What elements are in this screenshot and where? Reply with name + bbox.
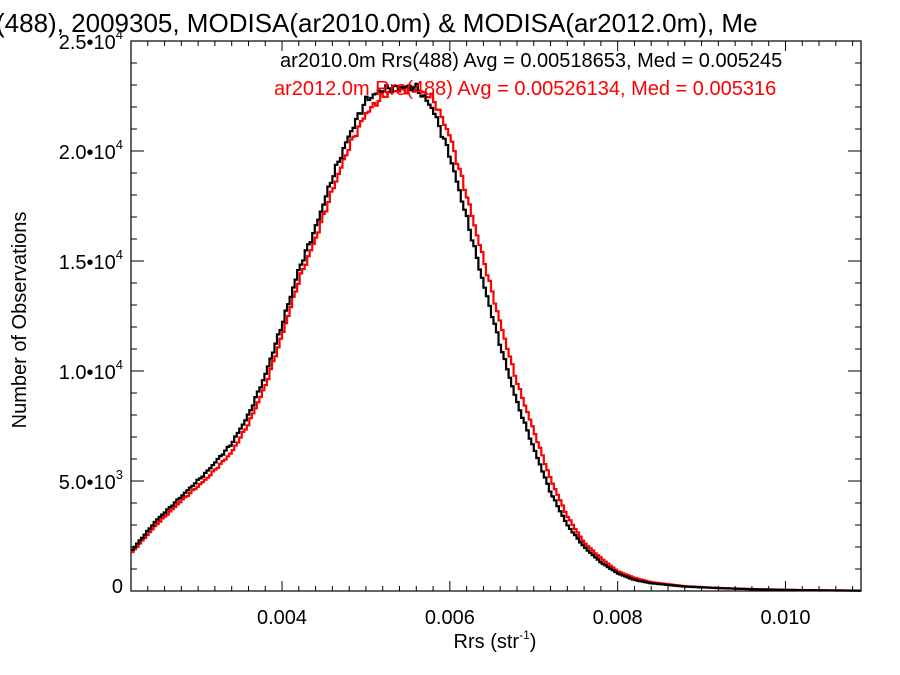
x-axis-label-superscript: -1 <box>519 628 530 642</box>
y-tick-mantissa: 1.0•10 <box>59 362 116 384</box>
x-axis-label: Rrs (str-1) <box>454 628 537 653</box>
y-tick-exponent: 4 <box>116 357 123 372</box>
y-tick-label: 1.0•104 <box>59 357 123 384</box>
y-axis-label: Number of Observations <box>9 212 31 429</box>
y-tick-exponent: 4 <box>116 247 123 262</box>
y-tick-mantissa: 1.5•10 <box>59 252 116 274</box>
x-tick-label: 0.004 <box>257 607 307 629</box>
y-tick-mantissa: 0 <box>112 576 123 598</box>
chart-title: (488), 2009305, MODISA(ar2010.0m) & MODI… <box>0 8 758 38</box>
plot-area: 0.004 0.006 0.008 0.01005.0•1031.0•1041.5•1… <box>59 27 862 629</box>
series-line-ar2010.0m <box>131 82 861 592</box>
plot-frame <box>130 40 862 592</box>
x-tick-label: 0.010 <box>760 607 810 629</box>
legend-entry-ar2010: ar2010.0m Rrs(488) Avg = 0.00518653, Med… <box>280 50 782 72</box>
y-tick-exponent: 4 <box>116 137 123 152</box>
y-tick-label: 2.5•104 <box>59 27 123 54</box>
y-tick-mantissa: 5.0•10 <box>59 472 116 494</box>
y-tick-label: 0 <box>112 576 123 598</box>
y-tick-mantissa: 2.5•10 <box>59 32 116 54</box>
legend-entry-ar2012: ar2012.0m Rrs(488) Avg = 0.00526134, Med… <box>274 78 776 100</box>
y-tick-label: 2.0•104 <box>59 137 123 164</box>
y-tick-exponent: 4 <box>116 27 123 42</box>
series-line-ar2012.0m <box>131 85 861 592</box>
y-tick-mantissa: 2.0•10 <box>59 142 116 164</box>
y-tick-exponent: 3 <box>116 467 123 482</box>
x-axis-label-close: ) <box>530 631 537 653</box>
y-tick-label: 1.5•104 <box>59 247 123 274</box>
x-tick-label: 0.006 <box>425 607 475 629</box>
x-axis-label-text: Rrs (str <box>454 631 520 653</box>
x-tick-label: 0.008 <box>593 607 643 629</box>
y-tick-label: 5.0•103 <box>59 467 123 494</box>
